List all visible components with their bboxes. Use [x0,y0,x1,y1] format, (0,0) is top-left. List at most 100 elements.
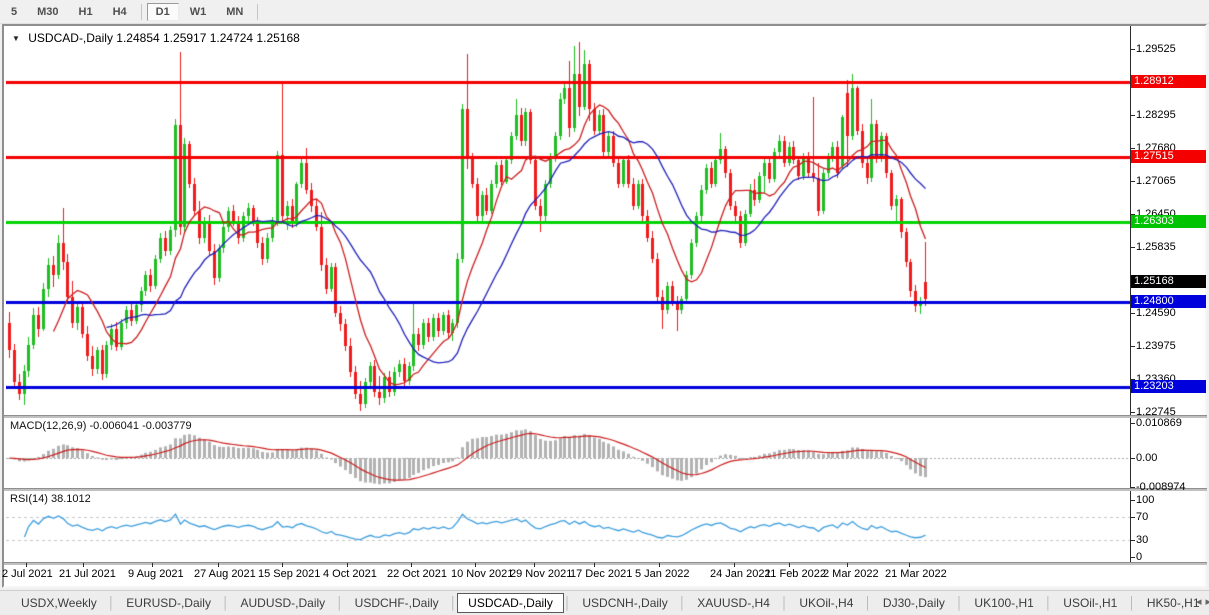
rsi-tick-dash [1130,517,1135,518]
chart-tab-usdx[interactable]: USDX,Weekly [21,596,97,610]
time-tick-label: 2 Jul 2021 [2,568,53,580]
macd-tick-dash [1130,487,1135,488]
price-tick-dash [1130,49,1135,50]
price-tick-dash [1130,148,1135,149]
chart-title-symbol: USDCAD-,Daily [28,31,113,45]
price-chart-canvas[interactable] [6,30,1130,416]
price-level-badge: 1.26303 [1131,215,1206,228]
time-tick-dash [594,563,595,567]
rsi-tick-label: 100 [1136,494,1155,506]
chart-tab-ukoil[interactable]: UKOil-,H4 [799,596,854,610]
price-tick-dash [1130,412,1135,413]
chart-tab-usdcnh[interactable]: USDCNH-,Daily [582,596,668,610]
tab-separator: │ [864,596,872,610]
time-tick-label: 24 Jan 2022 [710,568,771,580]
tab-scroll-nav: ◂▸ [1196,595,1209,608]
price-level-badge: 1.27515 [1131,150,1206,163]
price-tick-label: 1.29525 [1136,43,1176,55]
timeframe-button-h1[interactable]: H1 [70,3,102,21]
time-tick-label: 4 Oct 2021 [323,568,377,580]
chart-tab-uk100[interactable]: UK100-,H1 [974,596,1034,610]
chart-tab-audusd[interactable]: AUDUSD-,Daily [240,596,326,610]
chart-tab-dj30[interactable]: DJ30-,Daily [882,596,945,610]
price-level-badge: 1.28912 [1131,75,1206,88]
tab-separator: │ [221,596,230,610]
price-tick-dash [1130,214,1135,215]
time-tick-dash [659,563,660,567]
rsi-chart-canvas[interactable] [6,491,1130,562]
time-tick-label: 17 Dec 2021 [570,568,633,580]
rsi-tick-label: 30 [1136,534,1149,546]
time-tick-dash [152,563,153,567]
chart-tab-xauusd[interactable]: XAUUSD-,H4 [697,596,770,610]
price-level-badge: 1.24800 [1131,295,1206,308]
macd-tick-dash [1130,458,1135,459]
tabs-scroll-right-icon[interactable]: ▸ [1205,596,1209,608]
chart-tab-usoil[interactable]: USOil-,H1 [1063,596,1118,610]
symbol-dropdown-icon[interactable]: ▼ [12,34,20,43]
tab-separator: │ [449,596,458,610]
chart-tab-usdcad[interactable]: USDCAD-,Daily [457,593,564,613]
tab-separator: │ [955,596,964,610]
tab-separator: │ [1044,596,1053,610]
macd-tick-label: -0.008974 [1136,481,1186,493]
time-tick-label: 2 Mar 2022 [823,568,879,580]
time-tick-dash [26,563,27,567]
price-tick-label: 1.23975 [1136,340,1176,352]
macd-tick-label: 0.010869 [1136,417,1182,429]
tab-separator: │ [563,596,572,610]
time-tick-dash [218,563,219,567]
timeframe-button-m30[interactable]: M30 [28,3,67,21]
time-tick-label: 15 Sep 2021 [258,568,321,580]
chart-title: ▼ USDCAD-,Daily 1.24854 1.25917 1.24724 … [12,31,300,45]
time-tick-label: 5 Jan 2022 [635,568,690,580]
tab-separator: │ [336,596,344,610]
tab-separator: │ [107,596,116,610]
rsi-tick-label: 0 [1136,551,1143,563]
timeframe-button-h4[interactable]: H4 [104,3,136,21]
toolbar-separator [257,3,259,20]
price-tick-dash [1130,313,1135,314]
rsi-indicator-label: RSI(14) 38.1012 [10,493,91,505]
time-tick-label: 22 Oct 2021 [387,568,447,580]
price-tick-dash [1130,247,1135,248]
chart-tabbar: USDX,Weekly │ EURUSD-,Daily │ AUDUSD-,Daily │… [0,590,1209,615]
time-tick-label: 29 Nov 2021 [510,568,573,580]
time-tick-dash [734,563,735,567]
timeframe-button-5[interactable]: 5 [2,3,26,21]
time-tick-dash [282,563,283,567]
tab-separator: │ [1128,596,1136,610]
pane-splitter-macd[interactable] [4,415,1207,418]
macd-tick-label: 0.00 [1136,452,1158,464]
chart-tab-hk50[interactable]: HK50-,H1 [1146,596,1200,610]
chart-tab-usdchf[interactable]: USDCHF-,Daily [354,596,439,610]
price-axis-border [1130,26,1131,563]
chart-tab-eurusd[interactable]: EURUSD-,Daily [126,596,211,610]
price-tick-label: 1.27065 [1136,175,1176,187]
time-tick-label: 11 Feb 2022 [765,568,826,580]
rsi-tick-dash [1130,500,1135,501]
pane-splitter-rsi[interactable] [4,488,1207,491]
time-tick-dash [411,563,412,567]
macd-chart-canvas[interactable] [6,418,1130,488]
time-tick-dash [534,563,535,567]
toolbar-separator [140,3,142,20]
time-tick-dash [83,563,84,567]
tabs-scroll-left-icon[interactable]: ◂ [1195,596,1206,608]
time-tick-label: 21 Jul 2021 [59,568,116,580]
time-tick-dash [347,563,348,567]
price-level-badge: 1.23203 [1131,380,1206,393]
time-tick-dash [789,563,790,567]
chart-title-ohlc: 1.24854 1.25917 1.24724 1.25168 [116,31,300,45]
time-tick-dash [909,563,910,567]
timeframe-toolbar: 5 M30 H1 H4 D1 W1 MN [0,0,1209,24]
price-tick-label: 1.22745 [1136,406,1176,418]
price-tick-label: 1.28295 [1136,109,1176,121]
time-tick-label: 21 Mar 2022 [885,568,947,580]
timeframe-button-d1[interactable]: D1 [146,2,179,21]
timeframe-button-mn[interactable]: MN [217,3,252,21]
time-tick-label: 9 Aug 2021 [128,568,184,580]
time-tick-dash [847,563,848,567]
timeframe-button-w1[interactable]: W1 [181,3,216,21]
